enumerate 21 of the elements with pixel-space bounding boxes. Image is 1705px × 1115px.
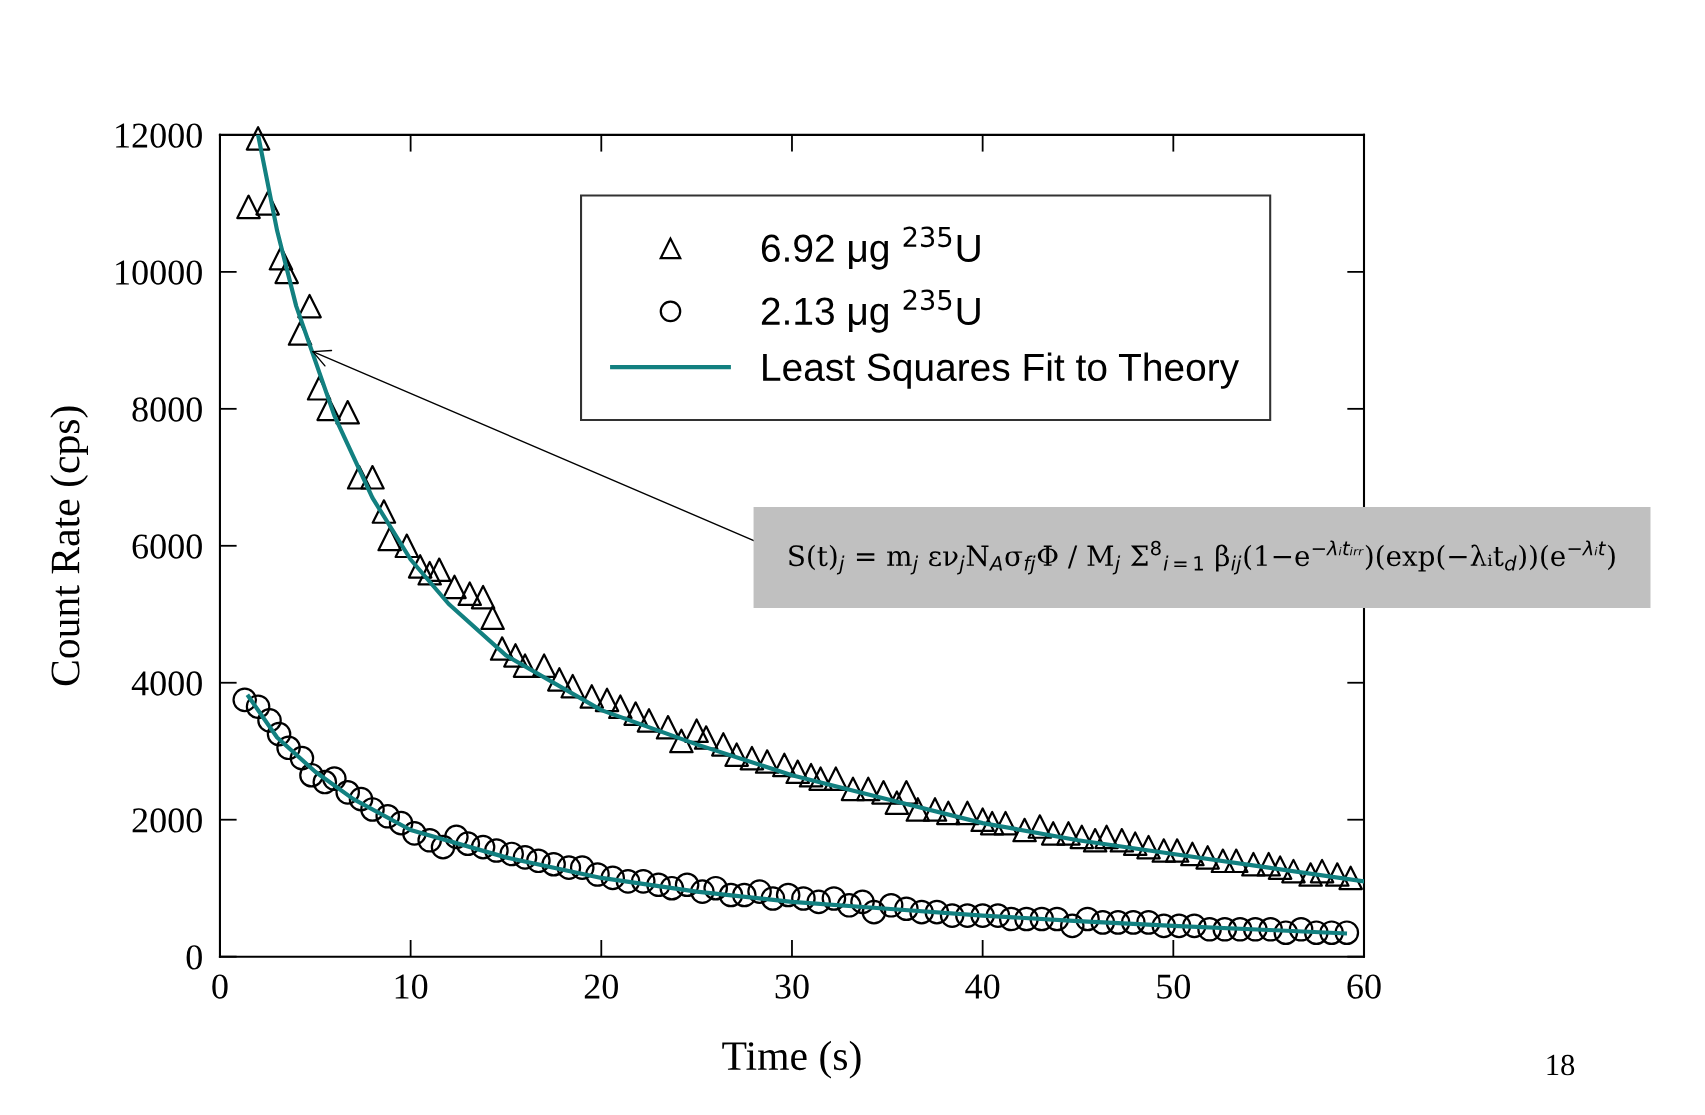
x-tick-label: 40 xyxy=(965,974,1000,999)
x-tick-label: 10 xyxy=(395,974,428,999)
y-tick-label: 6000 xyxy=(132,534,202,559)
x-tick-label: 50 xyxy=(1157,974,1190,999)
x-tick-label: 20 xyxy=(584,974,618,999)
y-axis-title: Count Rate (cps) xyxy=(50,406,88,686)
y-tick-label: 0 xyxy=(186,945,202,970)
y-tick-label: 2000 xyxy=(132,808,202,833)
legend-label: Least Squares Fit to Theory xyxy=(763,352,1240,389)
text: S(t)$_{j}$ = m$_{j}$ εν$_{j}$N$_{A}$σ$_{fj}$Φ / M$_{j}$ Σ$^{8}$$_{i=1}$ β$_{ij}$(1−e$^{−λᵢtᵢᵣᵣ}$)(exp(−λᵢt$_{d}$))(e$^{−λᵢt}$) xyxy=(789,540,1615,575)
x-tick-label: 60 xyxy=(1347,974,1381,999)
legend-label: 6.92 μg $^{235}$U xyxy=(761,226,980,270)
x-axis-title: Time (s) xyxy=(722,1040,861,1079)
y-tick-label: 8000 xyxy=(132,397,202,422)
legend-label: 2.13 μg $^{235}$U xyxy=(761,289,980,333)
x-tick-label: 30 xyxy=(775,974,809,999)
x-tick-label: 0 xyxy=(212,974,228,999)
y-tick-label: 10000 xyxy=(116,260,202,285)
text: 18 xyxy=(1547,1054,1575,1076)
y-tick-label: 4000 xyxy=(131,671,202,696)
y-tick-label: 12000 xyxy=(116,123,202,148)
